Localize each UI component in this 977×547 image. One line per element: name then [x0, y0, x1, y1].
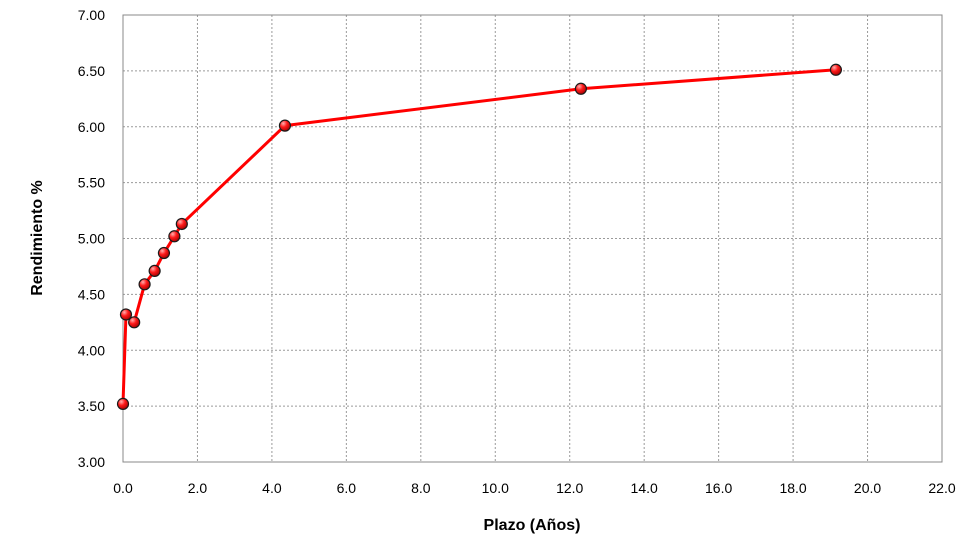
x-tick-label: 12.0: [556, 480, 583, 496]
series-line: [123, 70, 836, 404]
grid-lines: [123, 15, 942, 462]
x-tick-label: 8.0: [411, 480, 431, 496]
x-axis-tick-labels: 0.0 2.0 4.0 6.0 8.0 10.0 12.0 14.0 16.0 18.0 20.0 2…: [113, 480, 956, 496]
x-tick-label: 22.0: [928, 480, 955, 496]
data-point-marker: [129, 317, 140, 328]
series-yield-line: [118, 64, 842, 409]
y-tick-label: 4.00: [78, 342, 105, 358]
data-point-marker: [169, 231, 180, 242]
y-tick-label: 5.50: [78, 175, 105, 191]
y-tick-label: 6.00: [78, 119, 105, 135]
y-tick-label: 7.00: [78, 7, 105, 23]
y-axis-title: Rendimiento %: [29, 180, 46, 296]
data-point-marker: [176, 218, 187, 229]
x-tick-label: 10.0: [482, 480, 509, 496]
x-tick-label: 16.0: [705, 480, 732, 496]
data-point-marker: [830, 64, 841, 75]
x-tick-label: 6.0: [337, 480, 357, 496]
x-tick-label: 18.0: [779, 480, 806, 496]
x-tick-label: 20.0: [854, 480, 881, 496]
y-tick-label: 3.00: [78, 454, 105, 470]
data-point-marker: [139, 279, 150, 290]
x-tick-label: 4.0: [262, 480, 282, 496]
data-point-marker: [118, 398, 129, 409]
x-tick-label: 0.0: [113, 480, 133, 496]
x-axis-title: Plazo (Años): [484, 517, 581, 534]
y-tick-label: 4.50: [78, 286, 105, 302]
data-point-marker: [575, 83, 586, 94]
y-tick-label: 3.50: [78, 398, 105, 414]
y-axis-tick-labels: 3.00 3.50 4.00 4.50 5.00 5.50 6.00 6.50 7.00: [78, 7, 105, 470]
data-point-marker: [158, 248, 169, 259]
data-point-marker: [149, 265, 160, 276]
y-tick-label: 5.00: [78, 231, 105, 247]
x-tick-label: 14.0: [631, 480, 658, 496]
y-tick-label: 6.50: [78, 63, 105, 79]
data-point-marker: [279, 120, 290, 131]
x-tick-label: 2.0: [188, 480, 208, 496]
